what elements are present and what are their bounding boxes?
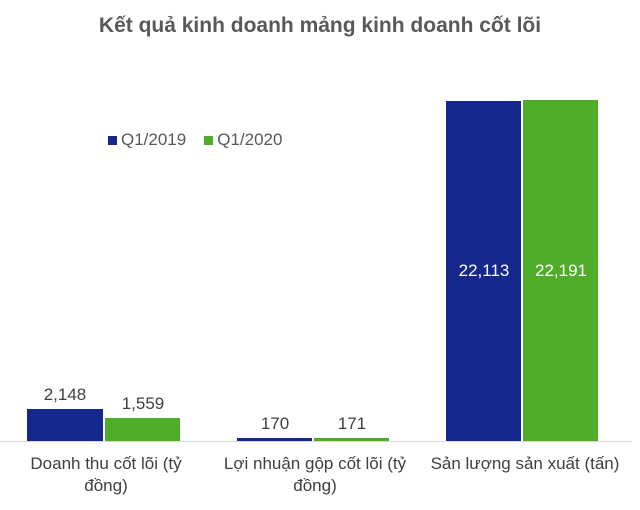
bar-doanh-thu-2019: [27, 409, 103, 441]
legend-label: Q1/2020: [217, 130, 283, 149]
data-label: 170: [260, 414, 290, 433]
legend-item-q1-2020: Q1/2020: [204, 130, 282, 150]
legend: Q1/2019 Q1/2020: [108, 130, 300, 150]
category-label-loi-nhuan: Lợi nhuận gộp cốt lõi (tỷ đồng): [210, 453, 420, 497]
category-label-line: Doanh thu cốt lõi (tỷ: [30, 454, 182, 473]
data-label: 2,148: [43, 385, 87, 404]
legend-item-q1-2019: Q1/2019: [108, 130, 186, 150]
legend-label: Q1/2019: [121, 130, 187, 149]
legend-swatch-green-icon: [204, 135, 214, 145]
category-label-line: Lợi nhuận gộp cốt lõi (tỷ: [223, 454, 407, 473]
bar-san-luong-2019: [446, 101, 521, 441]
bar-loi-nhuan-2020: [314, 438, 389, 441]
data-label: 171: [337, 414, 367, 433]
category-label-line: đồng): [293, 476, 337, 495]
bar-san-luong-2020: [523, 100, 598, 441]
category-label-san-luong: Sản lượng sản xuất (tấn): [420, 453, 630, 475]
data-label: 22,191: [535, 261, 587, 280]
data-label: 22,113: [458, 261, 510, 280]
bar-doanh-thu-2020: [105, 418, 180, 441]
legend-swatch-blue-icon: [108, 135, 117, 145]
data-label: 1,559: [121, 394, 165, 413]
category-label-doanh-thu: Doanh thu cốt lõi (tỷ đồng): [8, 453, 204, 497]
category-label-line: đồng): [84, 476, 128, 495]
bar-loi-nhuan-2019: [237, 438, 312, 441]
chart-title: Kết quả kinh doanh mảng kinh doanh cốt l…: [98, 14, 542, 37]
x-axis-line: [0, 441, 632, 442]
category-label-line: Sản lượng sản xuất (tấn): [430, 454, 620, 473]
